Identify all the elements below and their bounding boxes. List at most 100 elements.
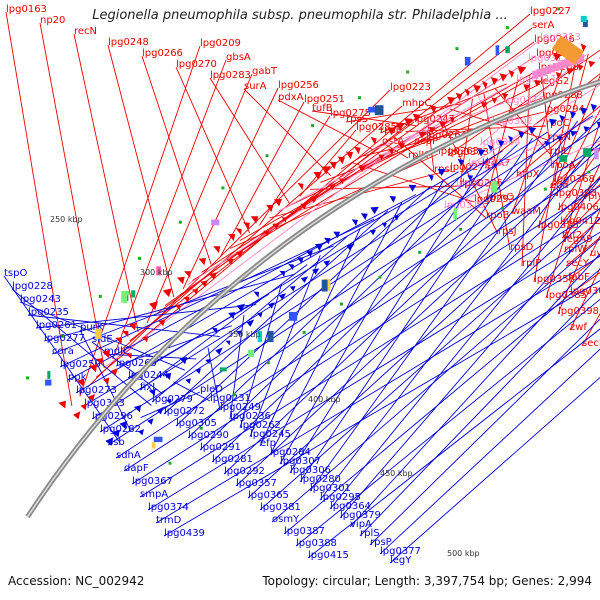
highlight-gene-label: lpg0310 — [504, 95, 545, 106]
forward-gene-label-leader — [481, 73, 600, 167]
forward-gene-label-leader — [427, 120, 435, 173]
reverse-gene-label-leader — [51, 245, 334, 355]
forward-cds-mark — [398, 143, 406, 150]
feature-block — [374, 105, 384, 116]
forward-gene-label-leader — [5, 11, 73, 406]
reverse-cds-mark — [580, 107, 588, 115]
forward-cds-mark — [387, 127, 397, 136]
reverse-cds-mark — [583, 126, 590, 132]
reverse-cds-mark — [528, 126, 537, 135]
reverse-gene-label-leader — [211, 126, 563, 463]
reverse-gene-label-leader — [99, 115, 594, 433]
reverse-gene-label: lpg0306 — [290, 465, 331, 476]
misc-feature-mark — [587, 170, 591, 174]
forward-gene-label: rplV — [584, 191, 600, 202]
forward-cds-mark — [337, 156, 345, 165]
highlight-gene-label: lpg0311 — [516, 74, 557, 85]
reverse-gene-label-leader — [223, 117, 600, 475]
highlight-gene-label: lpg0303 — [468, 158, 509, 169]
forward-gene-label: rpsD — [510, 242, 534, 253]
reverse-gene-label: lpg0374 — [148, 502, 189, 513]
misc-feature-mark — [501, 206, 504, 210]
misc-feature-mark — [98, 294, 102, 298]
reverse-gene-label-leader — [103, 353, 197, 360]
forward-gene-label: lpg0368 — [554, 174, 595, 185]
feature-block — [45, 379, 52, 386]
reverse-gene-label-leader — [235, 147, 600, 487]
reverse-gene-label: cora — [52, 346, 74, 357]
reverse-gene-label-leader — [259, 227, 361, 447]
reverse-cds-mark — [492, 163, 498, 169]
feature-block — [582, 19, 588, 28]
forward-gene-label: rplK — [408, 150, 428, 161]
forward-gene-label: lpg0227 — [530, 6, 571, 17]
reverse-gene-label-leader — [43, 273, 295, 342]
forward-cds-mark — [102, 377, 110, 385]
forward-gene-label: rpsS — [346, 114, 368, 125]
forward-cds-mark — [263, 230, 270, 237]
map-title: Legionella pneumophila subsp. pneumophil… — [92, 8, 508, 23]
reverse-gene-label: lpg0357 — [236, 478, 277, 489]
reverse-cds-mark — [185, 378, 191, 384]
forward-gene-label-leader — [483, 93, 511, 251]
reverse-gene-label-leader — [91, 131, 548, 420]
reverse-gene-label: osmY — [272, 514, 300, 525]
forward-gene-label-leader — [494, 88, 551, 155]
feature-block — [491, 181, 498, 193]
forward-cds-mark — [449, 116, 455, 123]
reverse-cds-mark — [156, 406, 164, 415]
forward-cds-mark — [404, 118, 413, 127]
reverse-gene-label-leader — [307, 328, 600, 559]
reverse-gene-label-leader — [107, 125, 600, 446]
forward-gene-label: rpoC — [546, 118, 570, 129]
highlight-gene-label-leader — [467, 84, 600, 167]
misc-feature-mark — [543, 187, 547, 191]
highlight-gene-label: lpg0312 — [528, 53, 569, 64]
reverse-gene-label: lpg0281 — [212, 454, 253, 465]
highlight-gene-label-leader — [277, 81, 517, 213]
reverse-gene-label: lpg0365 — [248, 490, 289, 501]
reverse-cds-mark — [393, 215, 400, 221]
forward-gene-label: secE — [582, 338, 600, 349]
reverse-cds-mark — [195, 368, 201, 375]
forward-gene-label: legA7 — [482, 158, 510, 169]
reverse-cds-mark — [559, 114, 566, 123]
forward-cds-mark — [464, 88, 470, 97]
reverse-gene-label: ppk — [68, 372, 87, 383]
forward-gene-label-leader — [39, 22, 105, 369]
forward-cds-mark — [243, 222, 250, 230]
reverse-gene-label: lpg0377 — [380, 546, 421, 557]
misc-feature-mark — [168, 461, 172, 465]
misc-feature-mark — [302, 331, 306, 334]
forward-cds-mark — [553, 52, 562, 62]
highlight-gene-mark — [532, 70, 539, 79]
forward-cds-mark — [491, 97, 498, 104]
forward-gene-label-leader — [175, 66, 251, 234]
feature-block — [267, 330, 274, 343]
reverse-gene-label-leader — [199, 144, 518, 451]
forward-cds-mark — [89, 364, 97, 373]
forward-cds-mark — [329, 184, 335, 191]
feature-block — [131, 290, 136, 298]
reverse-gene-label-leader — [139, 208, 600, 498]
reverse-cds-mark — [306, 250, 313, 258]
reverse-gene-label: sidE — [92, 334, 113, 345]
forward-gene-label: lpg0393 — [556, 188, 597, 199]
kbp-tick-label: 300 kbp — [140, 268, 173, 277]
reverse-cds-mark — [138, 429, 144, 436]
forward-gene-label-leader — [557, 148, 600, 211]
reverse-gene-label-leader — [319, 135, 600, 501]
rrna-operon-mark — [551, 35, 584, 65]
forward-gene-label-leader — [243, 88, 332, 177]
reverse-cds-mark — [569, 111, 577, 119]
feature-block — [288, 311, 298, 321]
forward-cds-mark — [490, 77, 498, 86]
forward-cds-mark — [250, 216, 259, 224]
backbone-highlight — [26, 80, 600, 518]
forward-gene-label: lpg0209 — [200, 38, 241, 49]
forward-cds-mark — [577, 64, 584, 71]
forward-gene-label: lpg0256 — [278, 80, 319, 91]
highlight-gene-label: lpg0309 — [456, 179, 497, 190]
reverse-gene-label: purK — [80, 322, 104, 333]
reverse-gene-label-leader — [295, 298, 600, 547]
